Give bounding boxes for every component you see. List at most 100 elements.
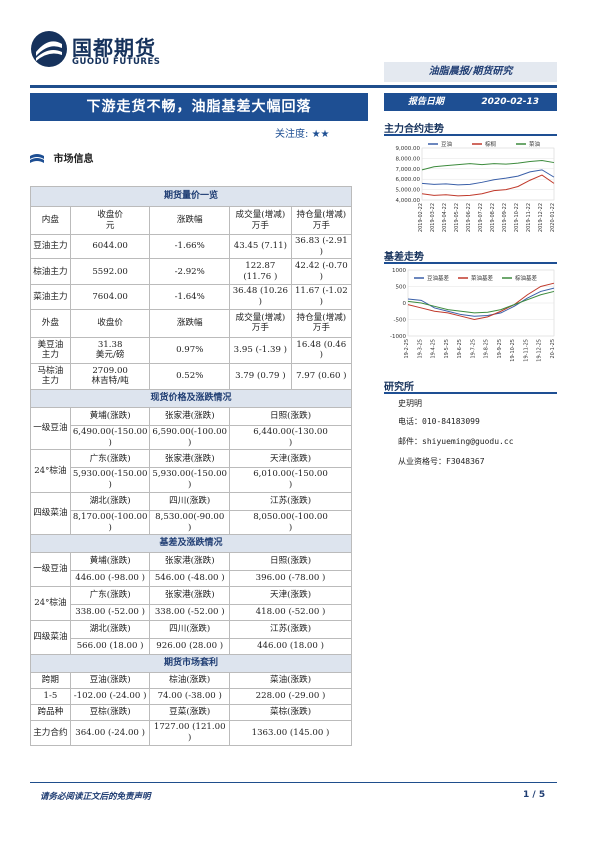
x-tick-label: 2019-03-22 <box>430 203 436 232</box>
x-tick-label: 19-4-25 <box>431 339 437 359</box>
futures-header-cell: 收盘价元 <box>69 206 151 235</box>
spread-cell: 菜油(涨跌) <box>229 672 352 690</box>
spread-cell: 豆油(涨跌) <box>69 672 151 690</box>
row-label: 跨期 <box>30 672 71 690</box>
value-cell: 8,050.00(-100.00) <box>229 509 352 536</box>
region-cell: 四川(涨跌) <box>149 620 231 640</box>
y-tick-label: 5,000.00 <box>396 188 421 194</box>
futures-title-row: 期货量价一览 <box>30 186 352 207</box>
basis-region-row: 24°棕油 广东(涨跌) 张家港(涨跌) 天津(涨跌) <box>30 586 352 622</box>
spot-region-row: 24°棕油 广东(涨跌) 张家港(涨跌) 天津(涨跌) <box>30 449 352 493</box>
page-number: 1 / 5 <box>523 790 546 800</box>
attention-label: 关注度: <box>275 129 309 140</box>
spot-value-row: 8,170.00(-100.00 ) 8,530.00(-90.00 ) 8,050… <box>31 509 352 536</box>
value-cell: 546.00 (-48.00 ) <box>149 570 231 588</box>
y-tick-label: 6,000.00 <box>396 177 421 183</box>
x-tick-label: 2019-09-22 <box>502 203 508 232</box>
table-cell: 0.52% <box>149 362 231 390</box>
spread-row: 跨品种 豆棕(涨跌) 豆菜(涨跌) 菜棕(涨跌) <box>30 704 352 722</box>
region-cell: 湖北(涨跌) <box>69 491 151 511</box>
basis-value-row: 338.00 (-52.00 ) 338.00 (-52.00 ) 418.00 (… <box>31 604 352 622</box>
spread-cell: 豆棕(涨跌) <box>69 704 151 722</box>
disclaimer-link[interactable]: 请务必阅读正文后的免责声明 <box>40 792 151 802</box>
basis-value-row: 566.00 (18.00 ) 926.00 (28.00 ) 446.00 (18… <box>31 638 352 656</box>
region-cell: 四川(涨跌) <box>149 491 231 511</box>
table-cell: 122.87 (11.76 ) <box>229 258 292 286</box>
value-cell: 5,930.00(-150.00) <box>149 467 231 493</box>
x-tick-label: 2019-08-22 <box>490 203 496 232</box>
basis-chart: -1000 -500 0 500 1000 19-2-25 19-3-25 19-4-25 19… <box>390 268 556 362</box>
spread-cell: 菜棕(涨跌) <box>229 704 352 722</box>
x-tick-label: 2019-12-22 <box>538 203 544 232</box>
basis-divider <box>384 262 557 264</box>
basis-region-row: 四级菜油 湖北(涨跌) 四川(涨跌) 江苏(涨跌) <box>30 620 352 656</box>
basis-title-row: 基差及涨跌情况 <box>30 534 352 554</box>
futures-header-cell: 持仓量(增减) 万手 <box>290 206 353 235</box>
row-label: 马棕油 主力 <box>30 362 71 390</box>
x-tick-label: 2019-02-22 <box>418 203 424 232</box>
x-tick-label: 2019-06-22 <box>466 203 472 232</box>
main-contract-chart-title: 主力合约走势 <box>384 124 444 135</box>
region-cell: 广东(涨跌) <box>69 586 151 606</box>
series-line-1 <box>407 282 555 321</box>
market-data-table: 期货量价一览 内盘 收盘价元涨跌幅 成交量(增减) 万手 持仓量(增减) 万手 豆油主力 604… <box>30 186 353 746</box>
futures-table-title: 期货量价一览 <box>30 186 352 207</box>
table-cell: 11.67 (-1.02 ) <box>290 284 353 310</box>
row-label: 棕油主力 <box>30 258 71 286</box>
basis-table-title: 基差及涨跌情况 <box>30 534 352 554</box>
x-tick-label: 2019-05-22 <box>454 203 460 232</box>
y-tick-label: 1000 <box>392 268 406 274</box>
y-tick-label: -1000 <box>390 334 406 340</box>
attention-rating: 关注度: ★★ <box>275 125 330 140</box>
y-tick-label: -500 <box>394 318 407 324</box>
value-cell: 6,590.00(-100.00) <box>149 424 231 451</box>
table-row: 菜油主力 7604.00 -1.64% 36.48 (10.26 ) 11.67 (-1… <box>30 284 353 310</box>
table-row: 棕油主力 5592.00 -2.92% 122.87 (11.76 ) 42.42 (-0… <box>30 258 353 286</box>
table-cell: 36.48 (10.26 ) <box>229 284 292 310</box>
attention-stars: ★★ <box>311 129 330 140</box>
report-series-label: 油脂晨报/期货研究 <box>384 62 557 82</box>
research-phone: 电话：010-84183099 <box>398 417 480 426</box>
futures-domestic-header: 内盘 收盘价元涨跌幅 成交量(增减) 万手 持仓量(增减) 万手 <box>30 206 353 235</box>
x-tick-label: 19-9-25 <box>497 339 503 359</box>
y-tick-label: 8,000.00 <box>396 156 421 162</box>
value-cell: 8,170.00(-100.00 ) <box>69 509 151 536</box>
x-tick-label: 19-3-25 <box>417 339 423 359</box>
footer-divider <box>30 782 557 783</box>
research-analyst-name: 史玥明 <box>398 399 422 408</box>
company-logo: 国都期货 GUODU FUTURES <box>30 30 180 72</box>
table-cell: 31.38 美元/磅 <box>69 336 151 364</box>
spot-title-row: 现货价格及涨跌情况 <box>30 388 352 408</box>
research-email[interactable]: 邮件：shiyueming@guodu.cc <box>398 437 514 446</box>
spot-region-row: 一级豆油 黄埔(涨跌) 张家港(涨跌) 日照(涨跌) <box>30 406 352 451</box>
value-cell: 566.00 (18.00 ) <box>69 638 151 656</box>
row-label: 24°棕油 <box>30 586 71 622</box>
table-cell: 2709.00 林吉特/吨 <box>69 362 151 390</box>
series-line-2 <box>421 159 555 171</box>
region-cell: 江苏(涨跌) <box>229 620 352 640</box>
value-cell: 396.00 (-78.00 ) <box>229 570 352 588</box>
report-date-bar: 报告日期 2020-02-13 <box>384 93 557 111</box>
logo-mark-icon <box>31 31 67 67</box>
x-tick-label: 19-2-25 <box>404 339 410 359</box>
basis-chart-title: 基差走势 <box>384 252 424 263</box>
row-label: 豆油主力 <box>30 233 71 260</box>
row-label: 1-5 <box>30 688 71 706</box>
spot-table-title: 现货价格及涨跌情况 <box>30 388 352 408</box>
spot-region-row: 四级菜油 湖北(涨跌) 四川(涨跌) 江苏(涨跌) <box>30 491 352 536</box>
market-info-heading: 市场信息 <box>30 150 93 165</box>
row-label: 四级菜油 <box>30 620 71 656</box>
legend-label: 菜油基差 <box>471 274 494 282</box>
y-tick-label: 4,000.00 <box>396 198 421 204</box>
region-cell: 张家港(涨跌) <box>149 586 231 606</box>
report-title: 下游走货不畅，油脂基差大幅回落 <box>30 93 368 121</box>
table-cell: 42.42 (-0.70 ) <box>290 258 353 286</box>
value-cell: 338.00 (-52.00 ) <box>69 604 151 622</box>
value-cell: 418.00 (-52.00 ) <box>229 604 352 622</box>
futures-header-cell: 涨跌幅 <box>149 308 231 338</box>
table-cell: 16.48 (0.46 ) <box>290 336 353 364</box>
futures-header-cell: 内盘 <box>30 206 71 235</box>
series-line-0 <box>407 287 555 317</box>
value-cell: 338.00 (-52.00 ) <box>149 604 231 622</box>
table-cell: 7.97 (0.60 ) <box>290 362 353 390</box>
